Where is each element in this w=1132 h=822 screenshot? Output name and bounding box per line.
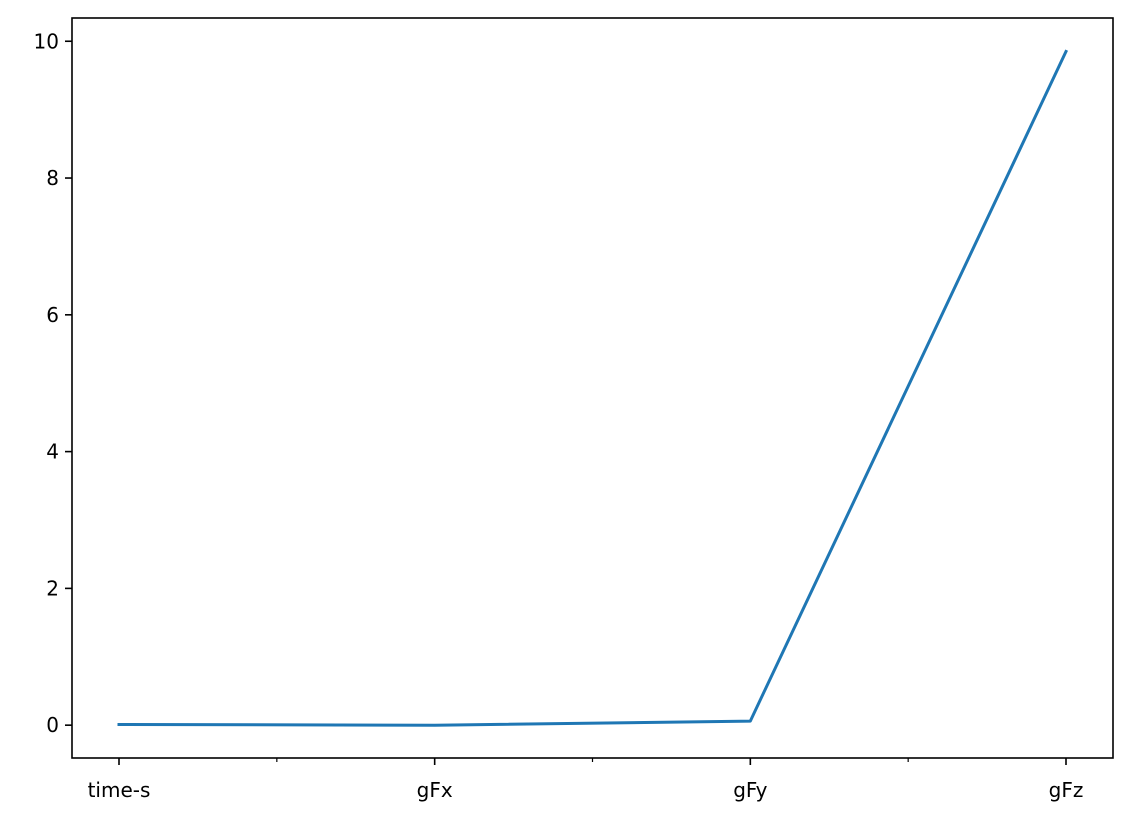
y-tick-label: 6	[46, 303, 59, 327]
axes-frame	[71, 17, 1114, 759]
y-tick-label: 8	[46, 166, 59, 190]
x-tick-label: gFz	[1049, 778, 1084, 802]
x-tick-label: gFx	[417, 778, 453, 802]
y-tick-label: 4	[46, 440, 59, 464]
x-tick-label: time-s	[88, 778, 151, 802]
series-line	[117, 49, 1068, 727]
y-tick-label: 0	[46, 713, 59, 737]
y-axis: 0 2 4 6 8 10	[34, 29, 72, 737]
x-axis: time-s gFx gFy gFz	[88, 758, 1084, 802]
y-tick-label: 2	[46, 576, 59, 600]
plot-area	[117, 49, 1068, 727]
y-tick-label: 10	[34, 29, 59, 53]
x-tick-label: gFy	[733, 778, 767, 802]
